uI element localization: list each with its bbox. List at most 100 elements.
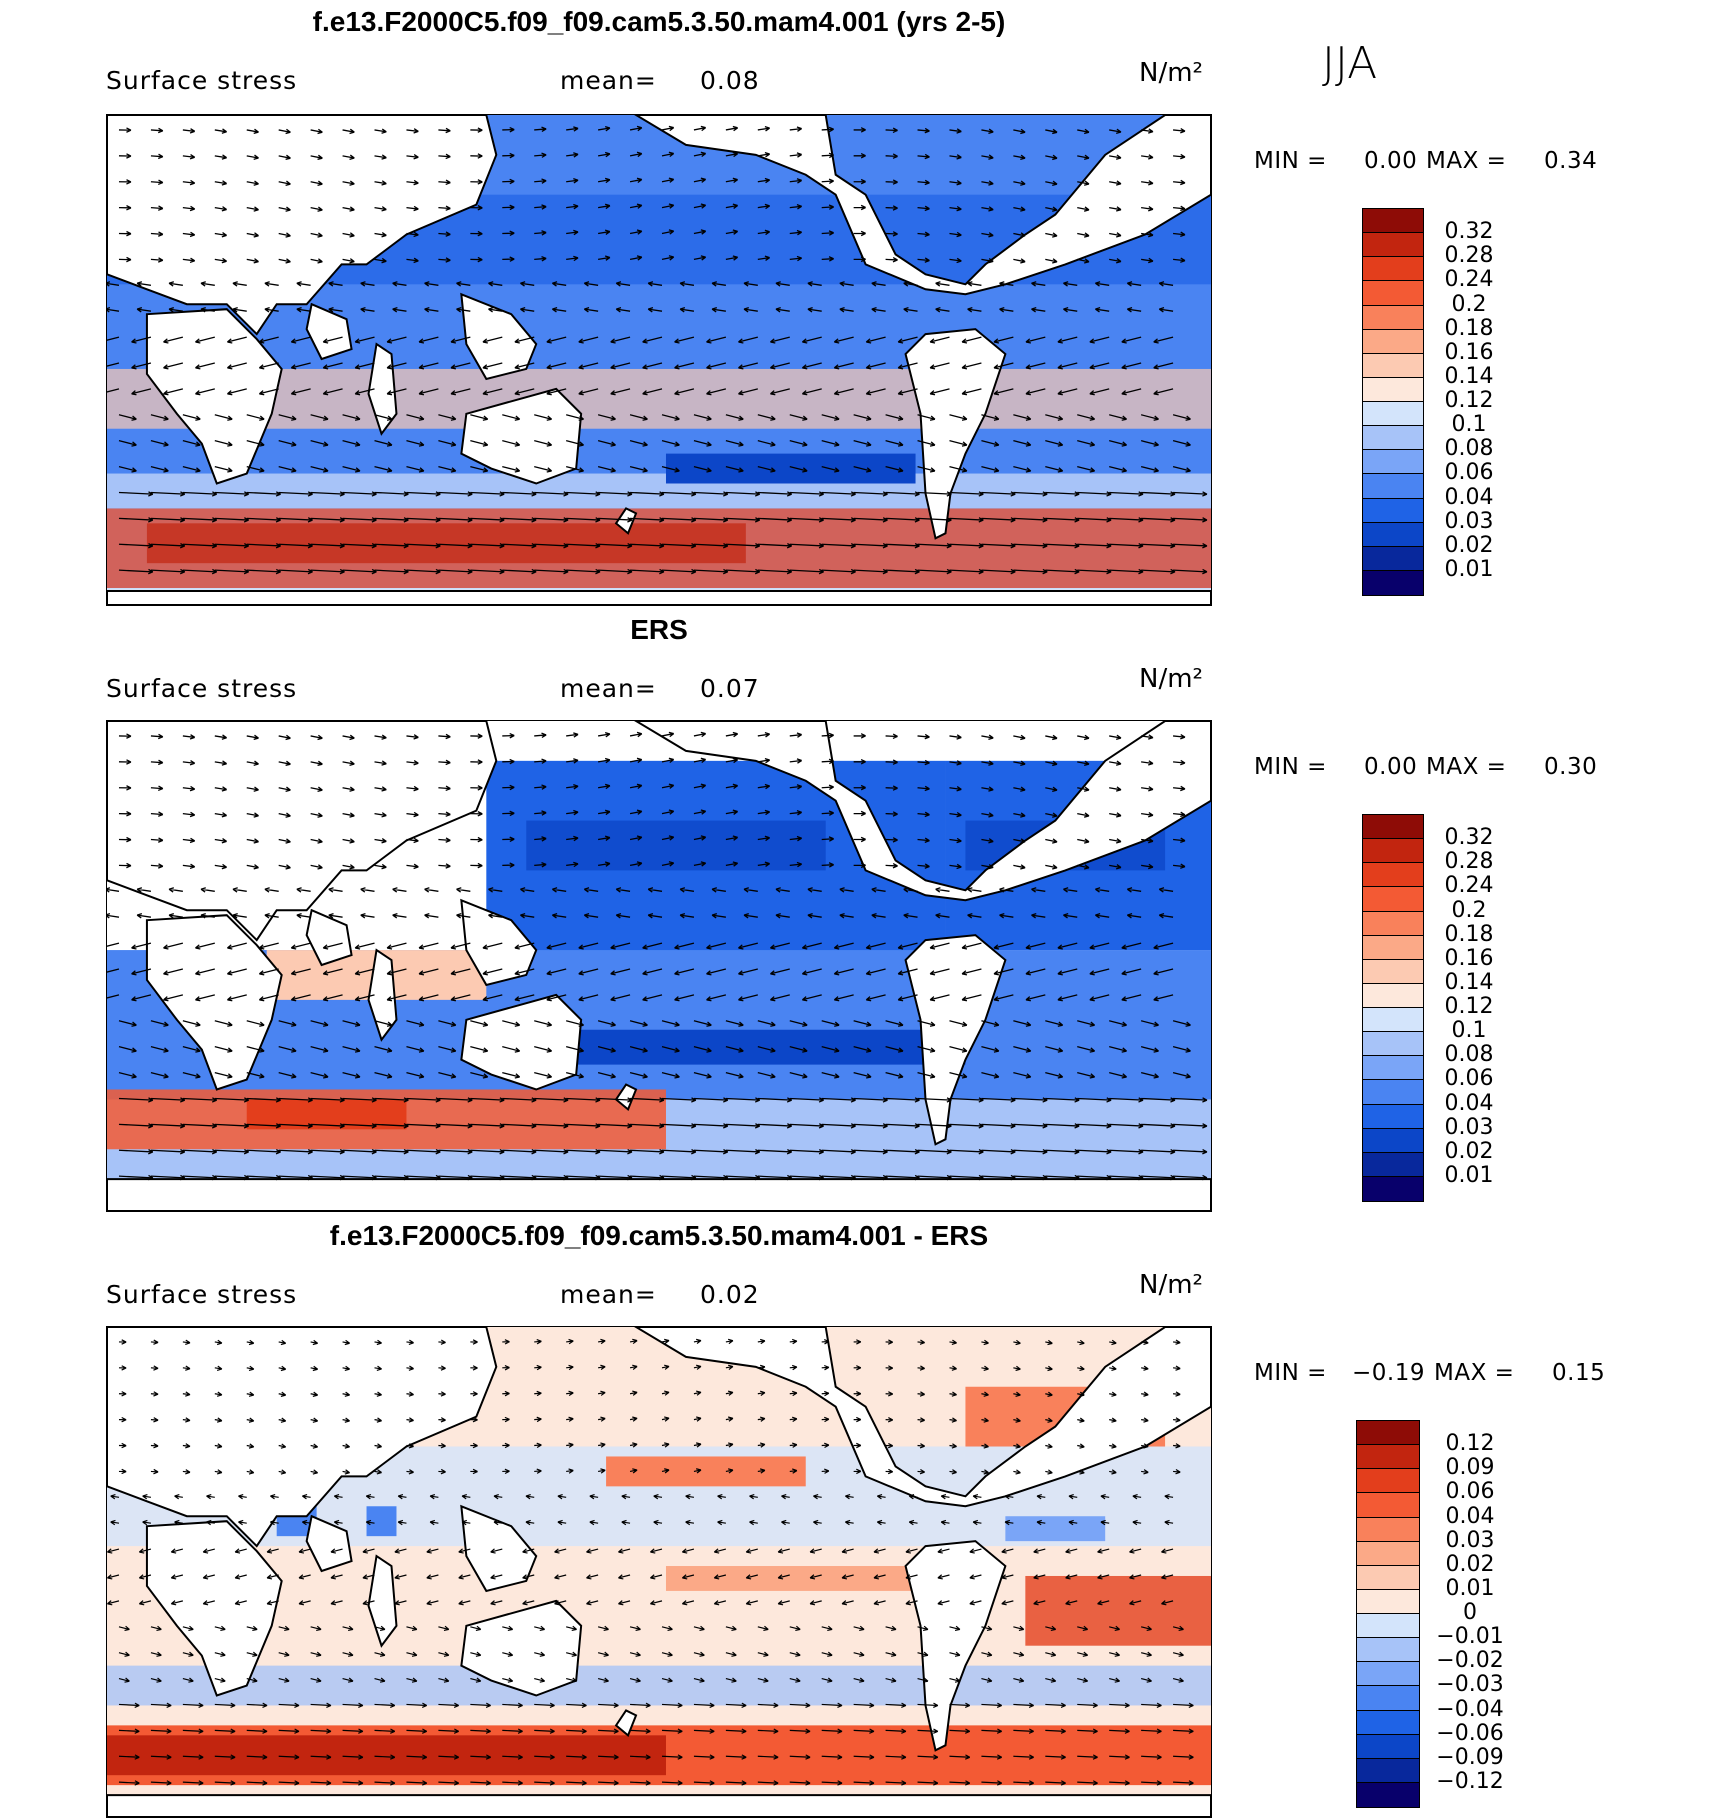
wind-arrow bbox=[557, 1519, 567, 1526]
wind-arrow bbox=[226, 994, 247, 1002]
wind-arrow bbox=[725, 542, 761, 549]
wind-arrow bbox=[328, 307, 343, 313]
wind-arrow bbox=[949, 863, 962, 870]
wind-arrow bbox=[406, 1780, 428, 1786]
wind-arrow bbox=[661, 203, 675, 209]
wind-arrow bbox=[290, 994, 311, 1002]
wind-arrow bbox=[502, 1046, 521, 1053]
wind-arrow bbox=[1172, 1071, 1191, 1079]
wind-arrow bbox=[374, 1046, 393, 1053]
wind-arrow bbox=[406, 1651, 418, 1657]
wind-arrow bbox=[534, 204, 547, 210]
wind-arrow bbox=[717, 1494, 726, 1500]
wind-arrow bbox=[725, 1728, 747, 1734]
wind-arrow bbox=[232, 913, 247, 919]
wind-arrow bbox=[1001, 1600, 1014, 1606]
panel-1-colorbar-ticks: 0.32 0.28 0.24 0.2 0.18 0.16 0.14 0.12 0.1 0.08 0.… bbox=[1432, 208, 1506, 596]
wind-arrow bbox=[182, 811, 196, 818]
wind-arrow bbox=[821, 1625, 833, 1632]
wind-arrow bbox=[821, 440, 840, 447]
wind-arrow bbox=[214, 838, 228, 844]
wind-arrow bbox=[853, 1442, 862, 1449]
wind-arrow bbox=[470, 811, 483, 817]
wind-arrow bbox=[438, 491, 473, 497]
wind-arrow bbox=[298, 1600, 311, 1606]
wind-arrow bbox=[598, 255, 611, 261]
wind-arrow bbox=[642, 968, 663, 976]
wind-arrow bbox=[821, 1148, 856, 1155]
wind-arrow bbox=[1161, 1548, 1174, 1554]
wind-arrow bbox=[360, 281, 375, 287]
wind-arrow bbox=[118, 1651, 130, 1657]
wind-arrow bbox=[661, 783, 675, 789]
wind-arrow bbox=[1013, 1780, 1034, 1786]
wind-arrow bbox=[630, 1728, 651, 1734]
wind-arrow bbox=[406, 414, 425, 421]
wind-arrow bbox=[246, 1148, 281, 1155]
wind-arrow bbox=[629, 177, 643, 183]
colorbar-swatch bbox=[1363, 1176, 1423, 1201]
wind-arrow bbox=[789, 1174, 824, 1181]
wind-arrow bbox=[949, 465, 968, 473]
wind-arrow bbox=[789, 1416, 798, 1422]
wind-arrow bbox=[258, 336, 279, 344]
wind-arrow bbox=[566, 1625, 577, 1632]
wind-arrow bbox=[546, 388, 567, 396]
wind-arrow bbox=[908, 1519, 918, 1526]
wind-arrow bbox=[214, 1174, 250, 1181]
wind-arrow bbox=[566, 414, 584, 421]
wind-arrow bbox=[566, 1020, 584, 1027]
wind-arrow bbox=[853, 1416, 862, 1423]
wind-arrow bbox=[118, 179, 132, 185]
wind-arrow bbox=[839, 913, 854, 919]
wind-arrow bbox=[853, 204, 866, 211]
wind-arrow bbox=[821, 465, 840, 473]
wind-arrow bbox=[490, 1548, 503, 1554]
wind-arrow bbox=[821, 542, 856, 549]
wind-arrow bbox=[394, 1548, 407, 1554]
wind-arrow bbox=[296, 307, 311, 313]
wind-arrow bbox=[278, 1443, 287, 1449]
wind-arrow bbox=[150, 542, 186, 549]
wind-arrow bbox=[711, 887, 726, 893]
wind-arrow bbox=[757, 1780, 779, 1786]
wind-arrow bbox=[374, 1365, 382, 1371]
wind-arrow bbox=[629, 1651, 641, 1657]
wind-arrow bbox=[566, 178, 579, 184]
wind-arrow bbox=[885, 837, 898, 843]
wind-arrow bbox=[310, 568, 345, 575]
wind-arrow bbox=[502, 758, 515, 765]
wind-arrow bbox=[610, 942, 631, 950]
wind-arrow bbox=[278, 491, 313, 497]
wind-arrow bbox=[374, 440, 393, 447]
wind-arrow bbox=[424, 913, 439, 919]
wind-arrow bbox=[278, 1046, 297, 1053]
wind-arrow bbox=[821, 126, 834, 133]
wind-arrow bbox=[674, 388, 695, 396]
wind-arrow bbox=[514, 994, 535, 1002]
wind-arrow bbox=[1013, 1651, 1025, 1657]
wind-arrow bbox=[725, 1651, 737, 1657]
wind-arrow bbox=[456, 887, 471, 893]
wind-arrow bbox=[821, 178, 834, 184]
wind-arrow bbox=[322, 942, 343, 950]
wind-arrow bbox=[961, 362, 982, 370]
wind-arrow bbox=[949, 837, 962, 844]
wind-arrow bbox=[182, 1677, 194, 1683]
wind-arrow bbox=[429, 1519, 439, 1526]
colorbar-label: 0.02 bbox=[1444, 532, 1494, 558]
wind-arrow bbox=[789, 784, 803, 790]
wind-arrow bbox=[1141, 1097, 1176, 1103]
wind-arrow bbox=[1121, 994, 1142, 1002]
wind-arrow bbox=[917, 1365, 925, 1371]
wind-arrow bbox=[214, 128, 228, 134]
wind-arrow bbox=[1057, 388, 1078, 396]
wind-arrow bbox=[598, 731, 611, 738]
wind-arrow bbox=[534, 1123, 569, 1129]
wind-arrow bbox=[853, 414, 872, 421]
wind-arrow bbox=[461, 1519, 471, 1526]
wind-arrow bbox=[258, 942, 279, 950]
wind-arrow bbox=[1153, 994, 1174, 1002]
wind-arrow bbox=[969, 1600, 982, 1606]
wind-arrow bbox=[182, 760, 196, 766]
